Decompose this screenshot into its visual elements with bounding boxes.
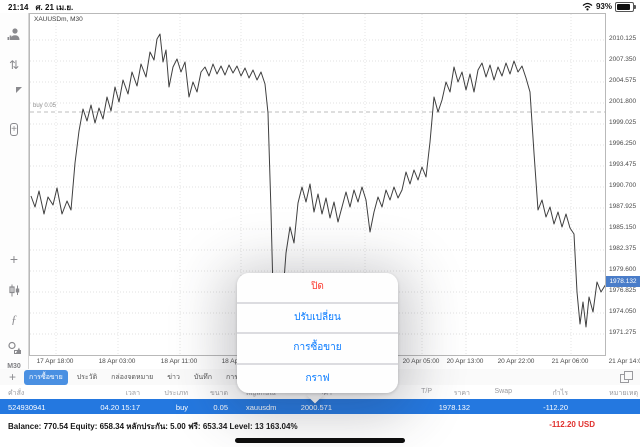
row-cell-order: 524930941	[8, 402, 46, 412]
trade-arrows-icon[interactable]: ⇅	[8, 58, 20, 72]
row-cell-time: 04.20 15:17	[100, 402, 140, 412]
time-tick-label: 20 Apr 05:00	[402, 358, 440, 365]
price-tick-label: 2004.575	[609, 77, 637, 84]
time-tick-label: 18 Apr 11:00	[160, 358, 198, 365]
row-cell-profit: -112.20	[543, 402, 568, 412]
column-header: หมายเหตุ	[609, 390, 638, 397]
battery-percent: 93%	[595, 2, 612, 11]
objects-icon[interactable]	[0, 341, 28, 354]
tab-item[interactable]: บันทึก	[193, 373, 212, 381]
tab-item[interactable]: กล่องจดหมาย	[111, 373, 154, 381]
indicators-icon[interactable]: ƒ	[11, 312, 17, 326]
left-toolbar: ⇅ ••• + + ƒ M30	[0, 13, 29, 370]
time-tick-label: 17 Apr 18:00	[36, 358, 74, 365]
status-right: 93%	[582, 1, 636, 12]
chart-type-icon[interactable]	[0, 284, 28, 297]
new-order-icon[interactable]: +	[10, 123, 18, 136]
price-tick-label: 1974.050	[609, 308, 637, 315]
timeframe-button[interactable]: M30	[7, 363, 21, 370]
price-tick-label: 1987.925	[609, 203, 637, 210]
price-tick-label: 1979.600	[609, 266, 637, 273]
clock: 21:14	[8, 3, 29, 12]
position-row[interactable]: 524930941 04.20 15:17 buy 0.05 xauusdm 2000.5…	[0, 399, 640, 414]
total-profit: -112.20 USD	[549, 420, 595, 429]
time-tick-label: 20 Apr 22:00	[497, 358, 535, 365]
row-cell-symbol: xauusdm	[246, 402, 277, 412]
tab-item[interactable]: ข่าว	[167, 373, 180, 381]
price-axis[interactable]: 1978.132 2010.125 2007.350 2004.575 2001.80…	[606, 13, 640, 356]
home-indicator[interactable]	[235, 438, 405, 443]
tab-active[interactable]: การซื้อขาย	[24, 369, 68, 385]
column-header: Swap	[494, 388, 512, 395]
row-cell-current_price: 1978.132	[438, 402, 470, 412]
tab-item[interactable]: ประวัติ	[76, 373, 98, 381]
menu-separator	[237, 362, 398, 365]
balance-summary: Balance: 770.54 Equity: 658.34 หลักประกั…	[8, 422, 298, 431]
column-header: คำสั่ง	[8, 390, 25, 397]
price-tick-label: 1976.825	[609, 287, 637, 294]
row-cell-type: buy	[175, 402, 188, 412]
price-tick-label: 2010.125	[609, 35, 637, 42]
row-cell-open_price: 2000.571	[300, 402, 332, 412]
time-tick-label: 18 Apr 03:00	[98, 358, 136, 365]
column-header: T/P	[421, 388, 432, 395]
chart-symbol-label: XAUUSDm, M30	[34, 16, 83, 23]
column-header: กำไร	[552, 390, 568, 397]
row-cell-volume: 0.05	[213, 402, 228, 412]
menu-separator	[237, 332, 398, 334]
column-header: ราคา	[315, 390, 332, 397]
price-tick-label: 2001.800	[609, 98, 637, 105]
column-header: สัญลักษณ์	[246, 390, 276, 397]
price-tick-label: 1985.150	[609, 224, 637, 231]
time-tick-label: 21 Apr 06:00	[551, 358, 589, 365]
quotes-icon[interactable]	[0, 27, 28, 41]
price-tick-label: 2007.350	[609, 56, 637, 63]
menu-item[interactable]: การซื้อขาย	[237, 334, 398, 363]
tabs: การซื้อขายประวัติกล่องจดหมายข่าวบันทึกกา…	[24, 369, 259, 385]
window-layout-icon[interactable]	[620, 371, 633, 383]
price-chart	[30, 14, 605, 355]
time-tick-label: 21 Apr 14:00	[608, 358, 640, 365]
status-bar: 21:14 ศ. 21 เม.ย. 93%	[0, 0, 640, 13]
current-price-box: 1978.132	[606, 276, 640, 287]
column-header: ขนาด	[209, 390, 228, 397]
column-header: ราคา	[453, 390, 470, 397]
battery-icon	[615, 1, 636, 12]
crosshair-icon[interactable]: +	[9, 251, 19, 267]
menu-item[interactable]: ปิด	[237, 273, 398, 302]
column-header: เวลา	[125, 390, 140, 397]
wifi-icon	[582, 2, 593, 11]
price-tick-label: 1990.700	[609, 182, 637, 189]
context-menu: ปิด ปรับเปลี่ยน การซื้อขาย กราฟ	[237, 273, 398, 393]
price-tick-label: 1982.375	[609, 245, 637, 252]
price-tick-label: 1971.275	[609, 329, 637, 336]
column-header: ประเภท	[164, 390, 188, 397]
add-tab-button[interactable]: +	[9, 370, 17, 384]
menu-item[interactable]: ปรับเปลี่ยน	[237, 303, 398, 332]
status-date: ศ. 21 เม.ย.	[35, 3, 74, 12]
menu-separator	[237, 301, 398, 304]
time-tick-label: 20 Apr 13:00	[446, 358, 484, 365]
account-summary-row: Balance: 770.54 Equity: 658.34 หลักประกั…	[0, 414, 640, 434]
price-tick-label: 1993.475	[609, 161, 637, 168]
price-tick-label: 1996.250	[609, 140, 637, 147]
price-tick-label: 1999.025	[609, 119, 637, 126]
status-left: 21:14 ศ. 21 เม.ย.	[8, 1, 73, 14]
buy-position-label: buy 0.05	[33, 103, 57, 109]
menu-item[interactable]: กราฟ	[237, 364, 398, 393]
